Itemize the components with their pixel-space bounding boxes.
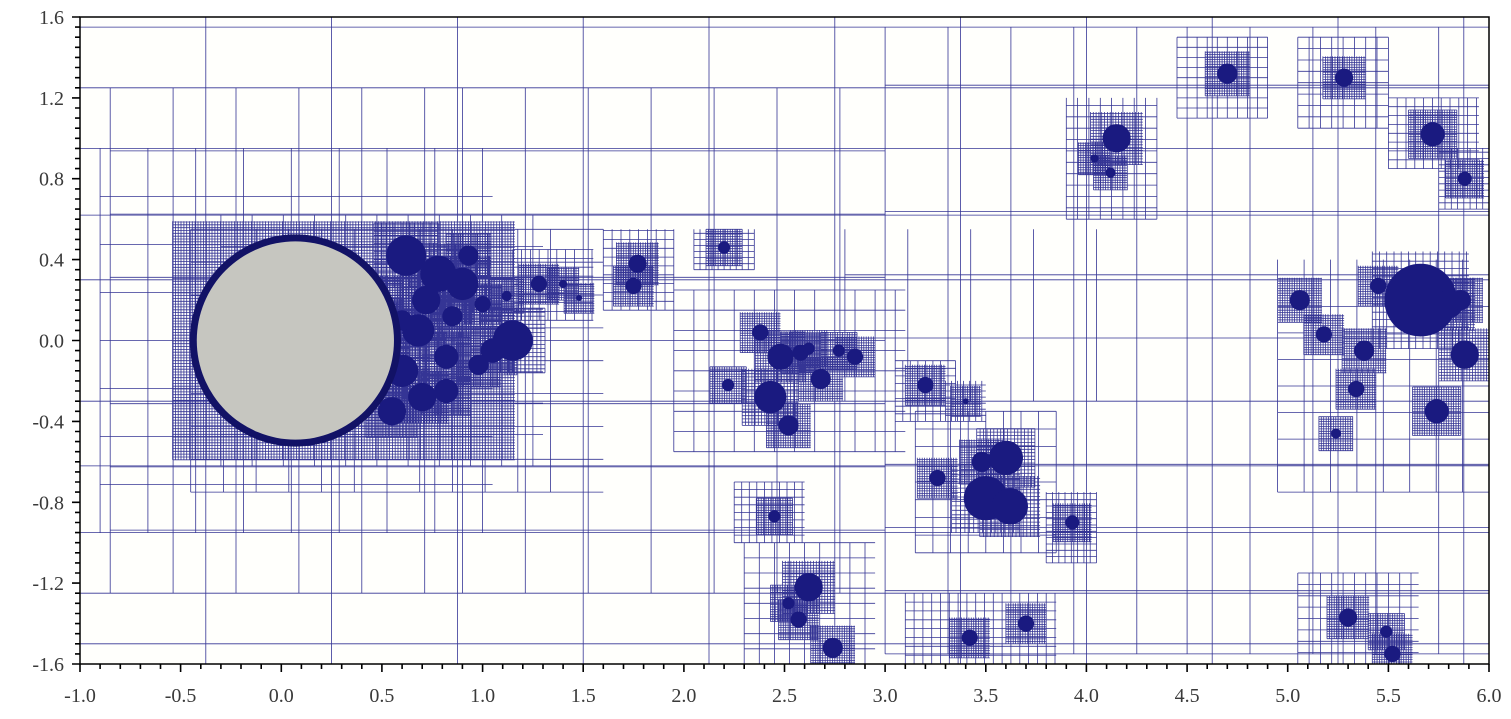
bubble bbox=[1424, 399, 1449, 424]
bubble bbox=[412, 285, 441, 315]
x-tick-label: 2.0 bbox=[671, 685, 696, 707]
y-tick-label: 0.4 bbox=[39, 250, 64, 272]
x-tick-label: 4.5 bbox=[1175, 685, 1200, 707]
bubble bbox=[1450, 290, 1471, 311]
bubble bbox=[790, 611, 807, 628]
bubble bbox=[767, 343, 794, 370]
bubble bbox=[1017, 615, 1035, 632]
bubble bbox=[386, 235, 427, 276]
x-tick-label: -0.5 bbox=[165, 685, 197, 707]
bubble bbox=[810, 368, 831, 389]
bubble bbox=[802, 342, 815, 355]
bubble bbox=[754, 380, 787, 414]
x-tick-label: 3.0 bbox=[873, 685, 898, 707]
bubble bbox=[1065, 515, 1080, 530]
bubble bbox=[971, 451, 992, 472]
bubble bbox=[1102, 124, 1131, 153]
y-tick-label: -0.4 bbox=[32, 411, 64, 433]
bubble bbox=[480, 338, 505, 363]
bubble bbox=[1315, 326, 1332, 343]
bubble bbox=[559, 279, 568, 288]
bubble bbox=[1450, 340, 1479, 369]
bubble bbox=[752, 324, 769, 341]
bubble bbox=[434, 344, 459, 369]
x-tick-label: -1.0 bbox=[64, 685, 96, 707]
x-tick-label: 4.0 bbox=[1074, 685, 1099, 707]
y-tick-label: 1.2 bbox=[39, 88, 64, 110]
bubble bbox=[1457, 171, 1472, 186]
bubble bbox=[917, 376, 934, 394]
bubble bbox=[625, 277, 642, 294]
x-tick-label: 2.5 bbox=[772, 685, 797, 707]
bubble bbox=[782, 597, 795, 610]
x-tick-label: 1.5 bbox=[571, 685, 596, 707]
tick-labels: -1.0 -0.5 0.0 0.5 1.0 1.5 2.0 2.5 3.0 3.5 4.0 4.5 5.… bbox=[32, 7, 1501, 707]
bubble bbox=[468, 354, 489, 375]
axes bbox=[72, 16, 1490, 672]
bubble bbox=[778, 415, 799, 436]
x-tick-label: 1.0 bbox=[470, 685, 495, 707]
bubble bbox=[722, 378, 735, 392]
bubble bbox=[1289, 290, 1310, 311]
bubble bbox=[1354, 340, 1375, 361]
x-tick-label: 5.0 bbox=[1275, 685, 1300, 707]
bubble bbox=[434, 378, 459, 404]
bubble bbox=[832, 344, 845, 357]
bubble bbox=[377, 397, 407, 426]
bubble bbox=[628, 254, 647, 273]
bubble bbox=[474, 296, 491, 313]
bubble bbox=[962, 398, 969, 405]
bubble bbox=[991, 488, 1028, 525]
bubble bbox=[1335, 68, 1354, 87]
bubble bbox=[1380, 625, 1393, 638]
bubble-cluster bbox=[365, 63, 1479, 663]
bubble bbox=[530, 275, 548, 292]
x-tick-label: 0.0 bbox=[269, 685, 294, 707]
bubble bbox=[929, 469, 946, 487]
bubble bbox=[501, 290, 512, 302]
bubble bbox=[1348, 380, 1365, 398]
bubble bbox=[458, 245, 479, 266]
cylinder-circle bbox=[196, 241, 394, 440]
x-tick-label: 5.5 bbox=[1376, 685, 1401, 707]
y-tick-label: -1.2 bbox=[32, 573, 64, 595]
x-tick-label: 3.5 bbox=[973, 685, 998, 707]
bubble bbox=[1420, 122, 1445, 147]
bubble bbox=[442, 306, 463, 327]
bubble bbox=[1384, 263, 1457, 337]
bubble bbox=[846, 348, 864, 365]
bubble bbox=[1217, 63, 1238, 84]
bubble bbox=[1331, 428, 1341, 439]
bubble bbox=[794, 573, 823, 602]
tick-marks bbox=[72, 16, 1490, 672]
y-tick-label: 1.6 bbox=[39, 7, 64, 29]
bubble bbox=[1090, 154, 1099, 163]
bubble bbox=[988, 440, 1024, 475]
bubble bbox=[1339, 608, 1358, 627]
bubble bbox=[822, 637, 843, 658]
bubble bbox=[718, 241, 731, 254]
bubble bbox=[408, 382, 437, 412]
y-tick-label: 0.8 bbox=[39, 169, 64, 191]
y-tick-label: -0.8 bbox=[32, 492, 64, 514]
bubble bbox=[1105, 167, 1116, 178]
bubble bbox=[1370, 277, 1387, 294]
bubble bbox=[768, 510, 781, 523]
y-tick-label: -1.6 bbox=[32, 654, 64, 676]
y-tick-label: 0.0 bbox=[39, 331, 64, 353]
x-tick-label: 0.5 bbox=[369, 685, 394, 707]
bubble bbox=[446, 267, 479, 301]
bubble bbox=[961, 629, 978, 646]
x-tick-label: 6.0 bbox=[1477, 685, 1502, 707]
cylinder-body bbox=[189, 234, 401, 447]
bubble bbox=[576, 295, 583, 301]
bubble bbox=[1384, 645, 1401, 663]
